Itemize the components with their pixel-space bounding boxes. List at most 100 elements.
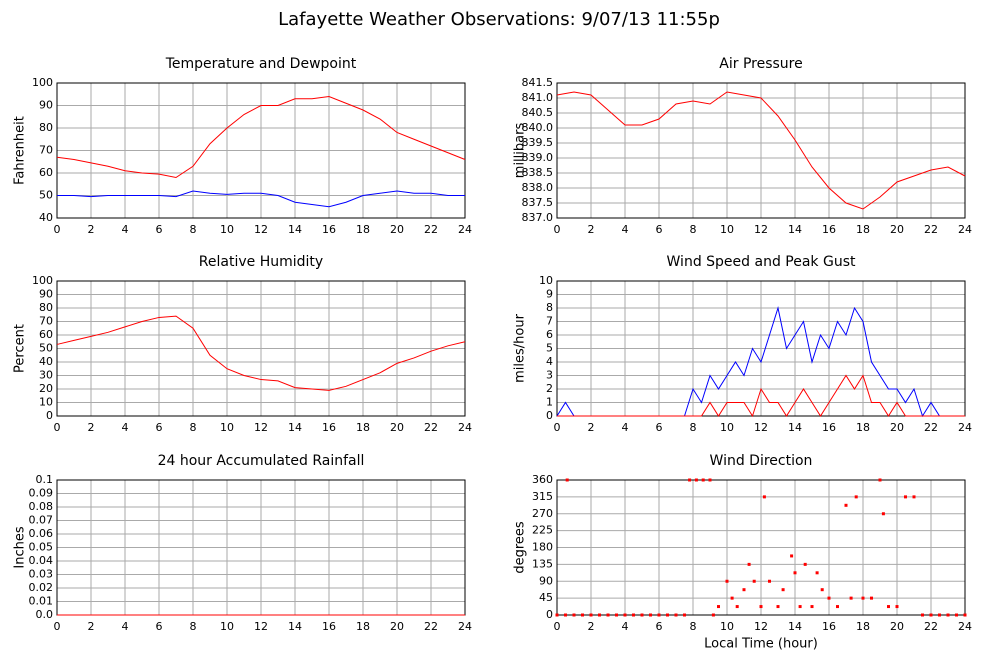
x-tick-label: 2 <box>88 421 95 434</box>
data-point <box>742 588 746 592</box>
x-tick-label: 12 <box>254 421 268 434</box>
data-point <box>776 605 780 609</box>
x-tick-label: 24 <box>958 620 972 633</box>
x-tick-label: 24 <box>958 421 972 434</box>
data-line <box>56 315 466 391</box>
y-tick-label: 837.0 <box>522 211 554 224</box>
y-tick-label: 0.01 <box>29 595 54 608</box>
x-tick-label: 4 <box>622 223 629 236</box>
data-point <box>735 605 739 609</box>
x-tick-label: 2 <box>588 223 595 236</box>
data-point <box>844 503 848 507</box>
y-tick-label: 100 <box>32 76 53 89</box>
data-point <box>694 478 698 482</box>
y-tick-label: 10 <box>39 396 53 409</box>
x-tick-label: 6 <box>656 620 663 633</box>
x-tick-label: 18 <box>856 421 870 434</box>
y-tick-label: 100 <box>32 274 53 287</box>
x-tick-label: 4 <box>122 620 129 633</box>
data-point <box>717 605 720 609</box>
x-tick-label: 20 <box>390 421 404 434</box>
data-point <box>747 562 751 566</box>
x-tick-label: 24 <box>458 223 472 236</box>
x-tick-label: 12 <box>254 620 268 633</box>
y-tick-label: 0.09 <box>29 487 54 500</box>
y-tick-label: 90 <box>539 574 553 587</box>
y-tick-label: 135 <box>532 557 553 570</box>
data-point <box>870 596 873 600</box>
x-tick-label: 14 <box>788 620 802 633</box>
y-tick-label: 180 <box>532 541 553 554</box>
y-tick-label: 1 <box>546 396 553 409</box>
data-point <box>946 613 950 617</box>
y-tick-label: 0 <box>546 608 553 621</box>
y-tick-label: 315 <box>532 490 553 503</box>
panel-title: Air Pressure <box>719 56 802 72</box>
plot-frame <box>556 82 966 219</box>
data-point <box>759 605 763 609</box>
y-tick-label: 0.05 <box>29 541 54 554</box>
y-tick-label: 841.0 <box>522 91 554 104</box>
panel-title: Wind Speed and Peak Gust <box>667 254 856 270</box>
y-tick-label: 80 <box>39 301 53 314</box>
x-tick-label: 10 <box>720 421 734 434</box>
plot-frame <box>56 82 466 219</box>
x-tick-label: 22 <box>924 421 938 434</box>
x-tick-label: 22 <box>924 620 938 633</box>
data-point <box>810 605 814 609</box>
x-tick-label: 12 <box>754 421 768 434</box>
x-tick-label: 4 <box>122 223 129 236</box>
data-point <box>861 596 865 600</box>
plot-frame <box>556 479 966 616</box>
data-point <box>955 613 958 617</box>
x-tick-label: 16 <box>822 223 836 236</box>
data-point <box>572 613 576 617</box>
data-line <box>56 95 466 179</box>
x-tick-label: 6 <box>656 421 663 434</box>
data-point <box>589 613 593 617</box>
y-tick-label: 2 <box>546 382 553 395</box>
x-tick-label: 0 <box>554 421 561 434</box>
y-tick-label: 838.5 <box>522 166 554 179</box>
x-tick-label: 2 <box>88 223 95 236</box>
y-axis-label: Fahrenheit <box>13 116 28 185</box>
x-tick-label: 18 <box>356 620 370 633</box>
data-point <box>683 613 686 617</box>
data-point <box>708 478 712 482</box>
y-tick-label: 0.04 <box>29 554 54 567</box>
data-point <box>849 596 853 600</box>
x-tick-label: 6 <box>156 620 163 633</box>
y-tick-label: 0.0 <box>36 608 54 621</box>
data-point <box>606 613 610 617</box>
x-tick-label: 8 <box>190 421 197 434</box>
data-point <box>762 495 766 499</box>
y-tick-label: 6 <box>546 328 553 341</box>
x-tick-label: 16 <box>822 620 836 633</box>
panel-title: Relative Humidity <box>199 254 323 270</box>
y-tick-label: 60 <box>39 328 53 341</box>
page-title: Lafayette Weather Observations: 9/07/13 … <box>278 9 720 30</box>
x-tick-label: 22 <box>924 223 938 236</box>
y-axis-label: Percent <box>13 324 28 373</box>
plot-frame <box>556 280 966 417</box>
x-tick-label: 16 <box>322 421 336 434</box>
data-point <box>803 562 807 566</box>
x-tick-label: 12 <box>754 223 768 236</box>
data-point <box>827 596 831 600</box>
data-point <box>688 478 692 482</box>
x-tick-label: 8 <box>190 620 197 633</box>
x-tick-label: 8 <box>190 223 197 236</box>
data-point <box>793 571 797 575</box>
y-tick-label: 838.0 <box>522 181 554 194</box>
y-tick-label: 840.5 <box>522 106 554 119</box>
x-tick-label: 0 <box>54 421 61 434</box>
data-point <box>895 605 899 609</box>
y-tick-label: 8 <box>546 301 553 314</box>
data-point <box>929 613 933 617</box>
y-tick-label: 839.0 <box>522 151 554 164</box>
y-tick-label: 40 <box>39 211 53 224</box>
data-point <box>640 613 644 617</box>
x-tick-label: 0 <box>54 223 61 236</box>
x-tick-label: 18 <box>356 223 370 236</box>
